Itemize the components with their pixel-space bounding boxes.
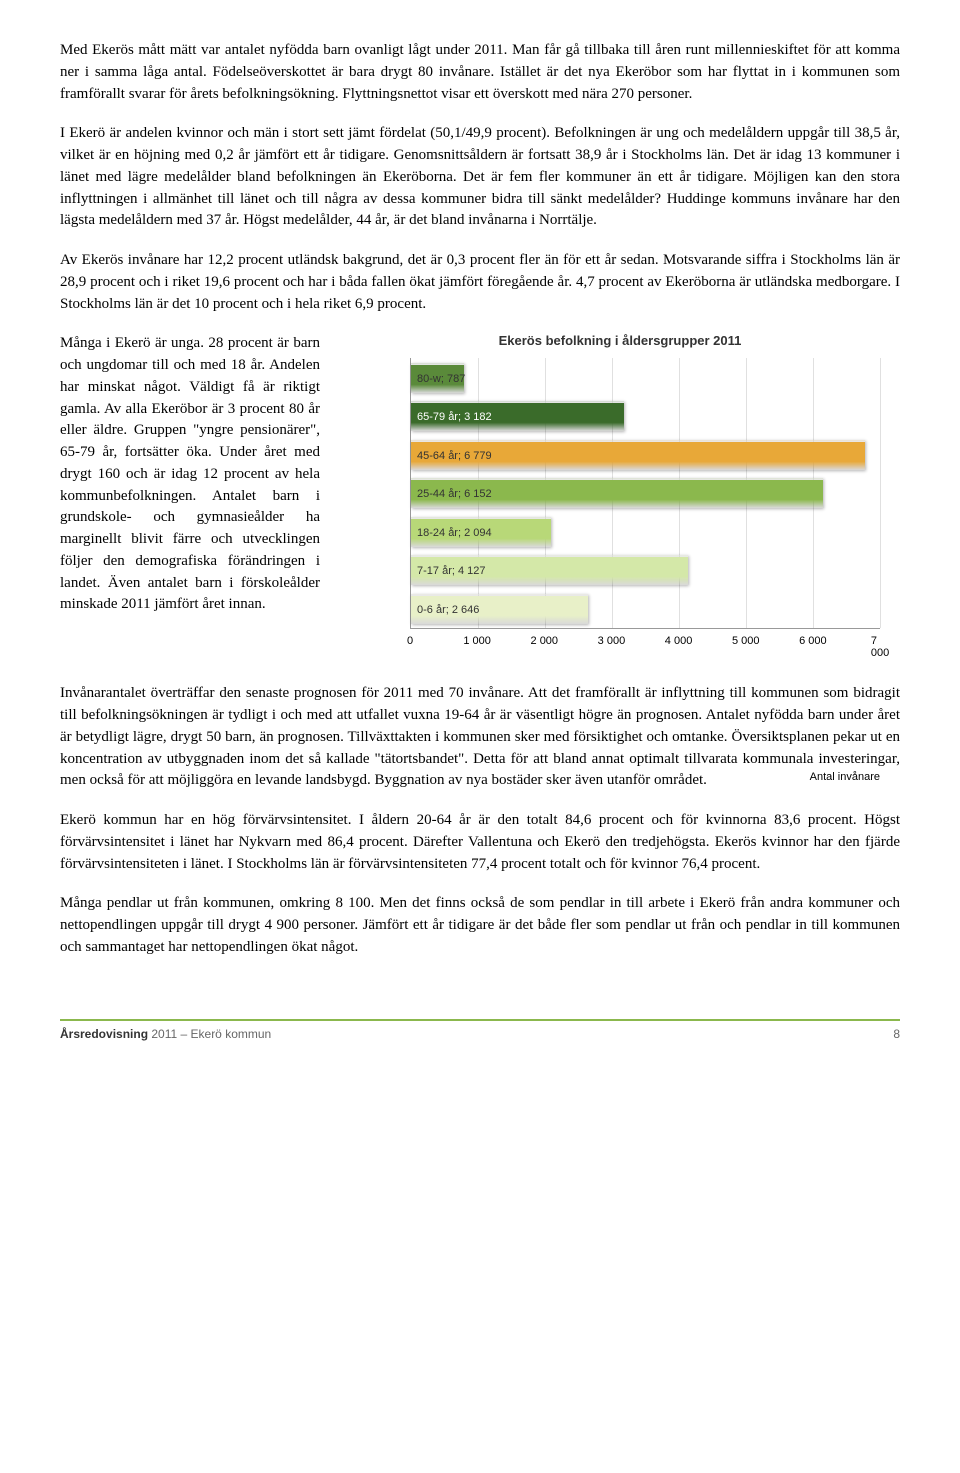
x-tick: 6 000 <box>799 635 827 647</box>
chart-bar: 18-24 år; 2 094 <box>411 517 551 547</box>
paragraph-4-left: Många i Ekerö är unga. 28 procent är bar… <box>60 333 320 663</box>
chart-bar: 7-17 år; 4 127 <box>411 555 688 585</box>
bar-row: 18-24 år; 2 094 <box>411 516 880 548</box>
x-tick: 3 000 <box>598 635 626 647</box>
bar-label: 18-24 år; 2 094 <box>417 527 492 539</box>
chart-bar: 65-79 år; 3 182 <box>411 401 624 431</box>
paragraph-1: Med Ekerös mått mätt var antalet nyfödda… <box>60 40 900 105</box>
chart-bar: 0-6 år; 2 646 <box>411 594 588 624</box>
bar-label: 45-64 år; 6 779 <box>417 450 492 462</box>
bar-label: 7-17 år; 4 127 <box>417 565 486 577</box>
bar-row: 65-79 år; 3 182 <box>411 400 880 432</box>
chart-area: Antal invånare 80-w; 78765-79 år; 3 1824… <box>410 358 880 629</box>
bar-label: 25-44 år; 6 152 <box>417 488 492 500</box>
bar-row: 7-17 år; 4 127 <box>411 554 880 586</box>
chart-bar: 45-64 år; 6 779 <box>411 440 865 470</box>
chart-title: Ekerös befolkning i åldersgrupper 2011 <box>340 333 900 348</box>
chart-bar: 80-w; 787 <box>411 363 464 393</box>
grid-line <box>880 358 881 628</box>
paragraph-7: Många pendlar ut från kommunen, omkring … <box>60 893 900 958</box>
bar-label: 80-w; 787 <box>417 373 465 385</box>
bar-row: 25-44 år; 6 152 <box>411 477 880 509</box>
bar-row: 80-w; 787 <box>411 362 880 394</box>
chart-column: Ekerös befolkning i åldersgrupper 2011 A… <box>340 333 900 663</box>
x-tick: 4 000 <box>665 635 693 647</box>
bar-label: 65-79 år; 3 182 <box>417 411 492 423</box>
x-tick: 0 <box>407 635 413 647</box>
two-column-section: Många i Ekerö är unga. 28 procent är bar… <box>60 333 900 663</box>
paragraph-6: Ekerö kommun har en hög förvärvsintensit… <box>60 810 900 875</box>
x-axis: 01 0002 0003 0004 0005 0006 0007 000 <box>410 629 880 654</box>
footer-page-number: 8 <box>893 1027 900 1041</box>
x-tick: 5 000 <box>732 635 760 647</box>
population-chart: Ekerös befolkning i åldersgrupper 2011 A… <box>340 333 900 663</box>
x-axis-title: Antal invånare <box>810 771 880 783</box>
chart-bar: 25-44 år; 6 152 <box>411 478 823 508</box>
paragraph-3: Av Ekerös invånare har 12,2 procent utlä… <box>60 250 900 315</box>
footer-title-bold: Årsredovisning <box>60 1027 148 1041</box>
x-tick: 2 000 <box>531 635 559 647</box>
bar-label: 0-6 år; 2 646 <box>417 604 479 616</box>
x-tick: 1 000 <box>463 635 491 647</box>
footer-left: Årsredovisning 2011 – Ekerö kommun <box>60 1027 271 1041</box>
bar-row: 45-64 år; 6 779 <box>411 439 880 471</box>
x-tick: 7 000 <box>871 635 889 659</box>
page-footer: Årsredovisning 2011 – Ekerö kommun 8 <box>60 1019 900 1041</box>
bar-row: 0-6 år; 2 646 <box>411 593 880 625</box>
paragraph-5: Invånarantalet överträffar den senaste p… <box>60 683 900 792</box>
paragraph-2: I Ekerö är andelen kvinnor och män i sto… <box>60 123 900 232</box>
footer-title-rest: 2011 – Ekerö kommun <box>148 1027 271 1041</box>
